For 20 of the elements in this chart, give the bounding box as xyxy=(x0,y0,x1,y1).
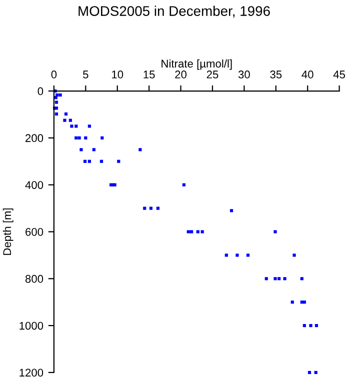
y-tick-label: 1000 xyxy=(20,322,44,330)
x-tick-label: 20 xyxy=(175,70,187,78)
x-axis-title: Nitrate [µmol/l] xyxy=(162,59,232,70)
y-tick-label: 400 xyxy=(25,181,44,189)
x-tick-label: 25 xyxy=(206,70,218,78)
chart-title: MODS2005 in December, 1996 xyxy=(78,6,270,18)
x-tick-label: 15 xyxy=(144,70,155,78)
x-tick-label: 5 xyxy=(83,70,88,78)
x-tick-label: 40 xyxy=(302,70,314,78)
x-tick-label: 35 xyxy=(270,70,282,78)
x-tick-label: 0 xyxy=(51,70,57,78)
y-tick-label: 0 xyxy=(38,87,44,96)
y-axis-title: Depth [m] xyxy=(2,208,14,255)
y-tick-label: 800 xyxy=(25,274,44,283)
y-tick-label: 200 xyxy=(26,134,44,142)
x-tick-label: 30 xyxy=(238,70,250,78)
y-tick-label: 1200 xyxy=(20,368,44,377)
y-tick-label: 600 xyxy=(26,228,44,236)
x-tick-label: 10 xyxy=(112,70,124,78)
x-tick-label: 45 xyxy=(333,70,346,78)
